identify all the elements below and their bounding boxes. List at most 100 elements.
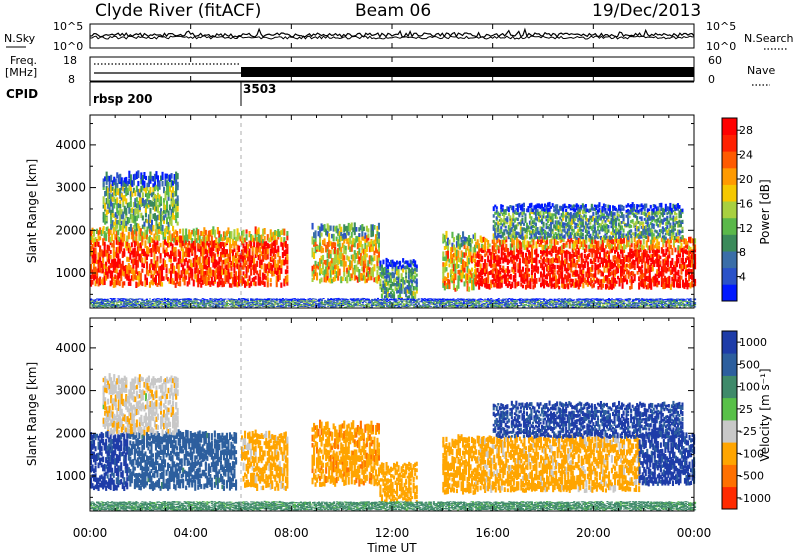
power-echo-cell <box>529 240 532 245</box>
power-echo-cell <box>570 253 573 260</box>
power-echo-cell <box>446 284 449 290</box>
power-echo-cell <box>265 275 268 281</box>
power-echo-cell <box>172 201 175 207</box>
power-echo-cell <box>644 276 647 282</box>
power-echo-cell <box>173 203 176 209</box>
power-echo-cell <box>462 259 465 264</box>
power-echo-cell <box>254 306 257 308</box>
power-echo-cell <box>555 246 558 251</box>
power-echo-cell <box>141 262 144 268</box>
power-echo-cell <box>496 244 499 251</box>
power-echo-cell <box>526 272 529 278</box>
power-echo-cell <box>227 237 230 243</box>
power-echo-cell <box>457 269 460 275</box>
power-echo-cell <box>162 258 165 266</box>
power-echo-cell <box>534 211 537 216</box>
power-echo-cell <box>606 238 609 246</box>
power-echo-cell <box>571 205 574 209</box>
power-echo-cell <box>150 301 153 303</box>
power-echo-cell <box>484 264 487 269</box>
power-echo-cell <box>197 303 200 305</box>
power-echo-cell <box>314 245 317 254</box>
power-echo-cell <box>688 236 691 243</box>
power-echo-cell <box>129 266 132 274</box>
power-echo-cell <box>559 264 562 271</box>
power-echo-cell <box>547 258 550 265</box>
power-echo-cell <box>504 236 507 240</box>
power-echo-cell <box>353 250 356 255</box>
power-echo-cell <box>553 237 556 244</box>
power-echo-cell <box>547 231 550 237</box>
power-echo-cell <box>391 267 394 271</box>
power-echo-cell <box>479 248 482 252</box>
power-echo-cell <box>148 303 151 305</box>
power-echo-cell <box>601 215 604 219</box>
power-echo-cell <box>666 212 669 215</box>
power-echo-cell <box>370 274 373 281</box>
power-echo-cell <box>509 237 512 243</box>
power-echo-cell <box>331 263 334 271</box>
power-echo-cell <box>648 275 651 280</box>
power-echo-cell <box>678 214 681 219</box>
power-echo-cell <box>219 242 222 249</box>
power-echo-cell <box>555 253 558 260</box>
power-echo-cell <box>550 243 553 249</box>
power-echo-cell <box>128 227 131 232</box>
power-echo-cell <box>661 229 664 234</box>
power-echo-cell <box>212 300 215 302</box>
power-echo-cell <box>103 271 106 276</box>
power-echo-cell <box>143 221 146 227</box>
power-echo-cell <box>680 267 683 275</box>
power-echo-cell <box>630 271 633 276</box>
power-echo-cell <box>126 256 129 262</box>
power-echo-cell <box>528 203 531 208</box>
power-echo-cell <box>414 294 417 299</box>
power-echo-cell <box>551 231 554 235</box>
noise-left-tick-top: 10^5 <box>53 20 83 33</box>
power-echo-cell <box>188 302 191 304</box>
power-echo-cell <box>182 301 185 303</box>
power-echo-cell <box>147 269 150 277</box>
power-echo-cell <box>147 303 150 305</box>
power-echo-cell <box>630 253 633 259</box>
power-echo-cell <box>207 302 210 304</box>
power-echo-cell <box>244 306 247 308</box>
power-echo-cell <box>194 230 197 237</box>
power-echo-cell <box>474 244 477 253</box>
power-echo-cell <box>335 271 338 279</box>
power-echo-cell <box>132 261 135 269</box>
power-echo-cell <box>630 275 633 280</box>
power-echo-cell <box>102 263 105 271</box>
power-echo-cell <box>238 299 241 301</box>
power-echo-cell <box>479 273 482 278</box>
power-echo-cell <box>174 300 177 302</box>
power-echo-cell <box>457 233 460 242</box>
power-echo-cell <box>361 266 364 272</box>
power-echo-cell <box>581 236 584 240</box>
power-echo-cell <box>644 261 647 269</box>
power-echo-cell <box>204 236 207 243</box>
power-echo-cell <box>124 298 127 300</box>
power-echo-cell <box>526 256 529 261</box>
power-echo-cell <box>263 228 266 235</box>
power-echo-cell <box>553 233 556 237</box>
power-echo-cell <box>602 214 605 220</box>
power-echo-cell <box>137 180 140 187</box>
power-echo-cell <box>141 306 144 308</box>
power-echo-cell <box>479 280 482 286</box>
power-echo-cell <box>122 201 125 208</box>
power-echo-cell <box>325 266 328 275</box>
power-echo-cell <box>481 257 484 263</box>
power-echo-cell <box>97 304 100 306</box>
power-echo-cell <box>153 185 156 192</box>
power-echo-cell <box>688 245 691 251</box>
power-echo-cell <box>578 206 581 210</box>
power-echo-cell <box>534 207 537 212</box>
power-echo-cell <box>263 298 266 300</box>
power-echo-cell <box>272 260 275 268</box>
power-echo-cell <box>478 259 481 264</box>
power-echo-cell <box>93 229 96 237</box>
power-echo-cell <box>126 187 129 194</box>
power-echo-cell <box>109 302 112 304</box>
power-echo-cell <box>126 299 129 301</box>
